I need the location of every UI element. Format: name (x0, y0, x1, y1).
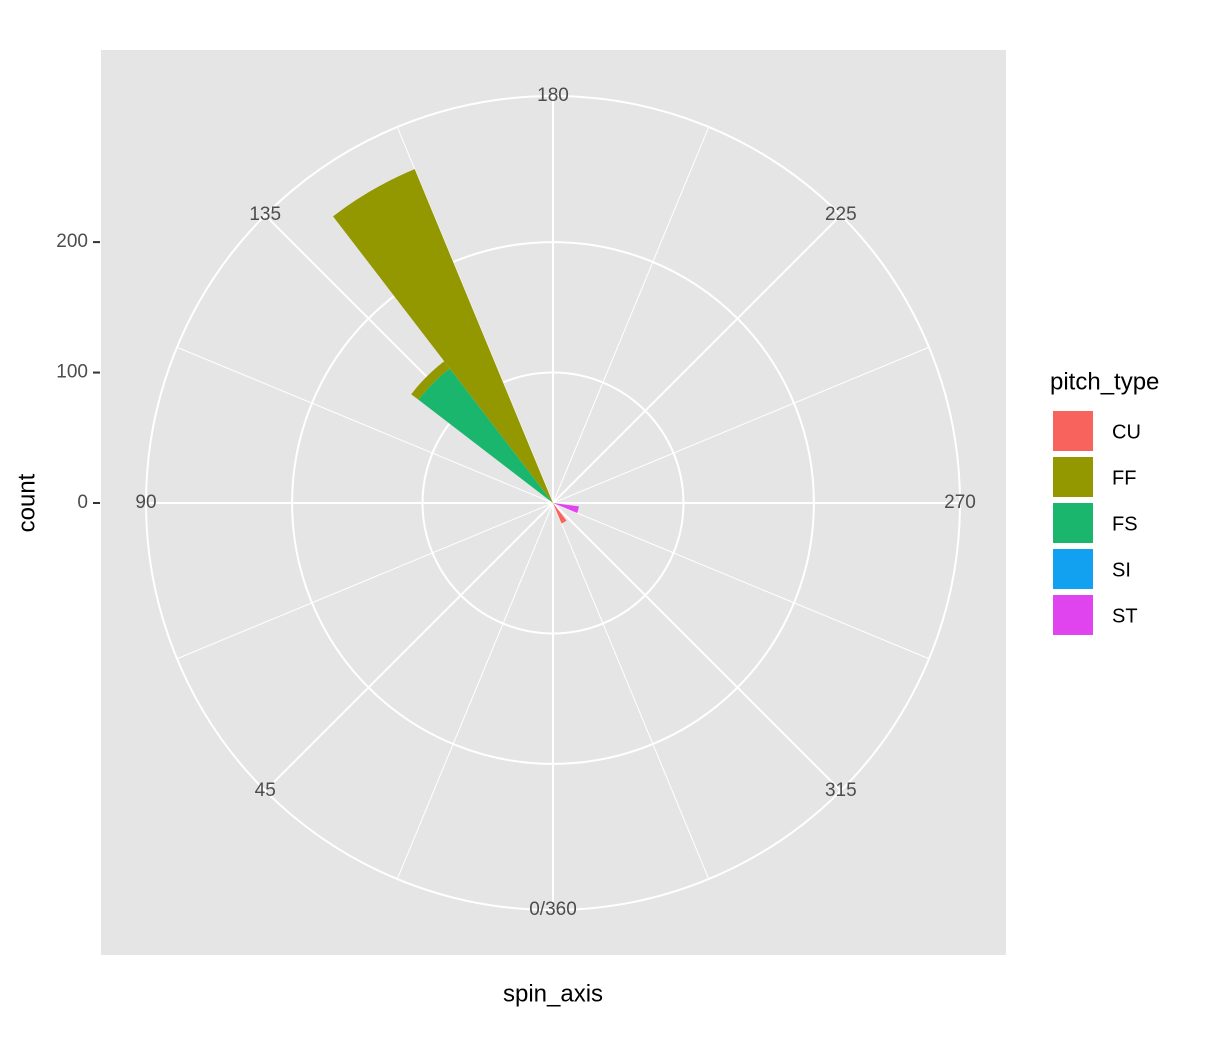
x-tick-label: 180 (537, 85, 569, 106)
wedge (333, 169, 553, 503)
minor-grid-line (552, 502, 710, 880)
x-axis-title: spin_axis (503, 980, 603, 1007)
legend-key (1051, 501, 1095, 545)
x-tick-label: 315 (825, 780, 857, 801)
wedge (553, 503, 567, 524)
minor-grid-line (552, 502, 930, 660)
x-tick-label: 270 (944, 492, 976, 513)
legend-label: ST (1112, 605, 1138, 627)
x-tick-label: 0/360 (529, 899, 577, 920)
y-tick-label: 100 (56, 362, 88, 383)
wedge (411, 361, 450, 400)
wedge (553, 503, 579, 513)
grid-line (264, 502, 554, 792)
legend-key (1051, 593, 1095, 637)
legend-key (1051, 547, 1095, 591)
legend-label: FF (1112, 467, 1136, 489)
grid-line (552, 214, 842, 504)
legend-title: pitch_type (1050, 368, 1159, 395)
x-tick-label: 225 (825, 204, 857, 225)
grid-line (552, 502, 842, 792)
x-tick-label: 90 (135, 492, 156, 513)
legend-label: FS (1112, 513, 1138, 535)
y-tick-label: 200 (56, 231, 88, 252)
legend-key (1051, 455, 1095, 499)
legend-label: CU (1112, 421, 1141, 443)
wedge (418, 368, 553, 503)
minor-grid-line (552, 346, 930, 504)
minor-grid-line (552, 126, 710, 504)
x-tick-label: 135 (249, 204, 281, 225)
x-tick-label: 45 (255, 780, 276, 801)
minor-grid-line (176, 346, 554, 504)
minor-grid-line (396, 502, 554, 880)
legend-label: SI (1112, 559, 1131, 581)
minor-grid-line (176, 502, 554, 660)
legend-key (1051, 409, 1095, 453)
y-axis-title: count (13, 473, 40, 532)
y-tick-label: 0 (77, 492, 88, 513)
